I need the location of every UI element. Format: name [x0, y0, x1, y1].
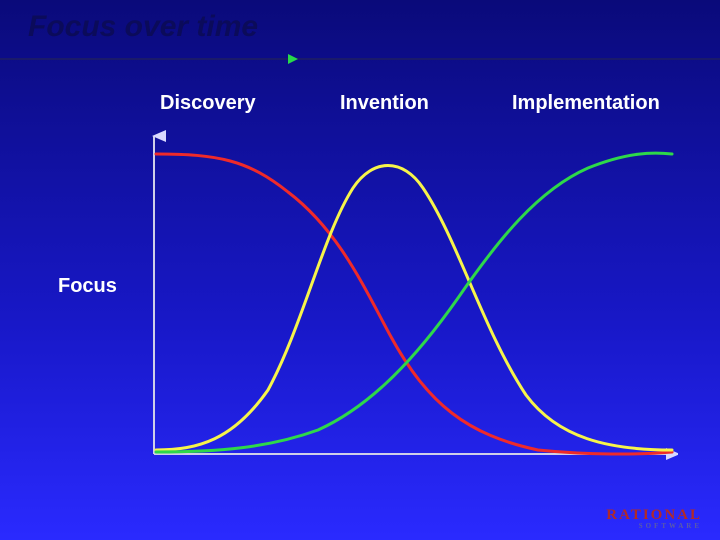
series-discovery	[156, 154, 672, 454]
category-invention: Invention	[340, 92, 429, 115]
series-invention	[156, 166, 672, 451]
y-axis-label: Focus	[58, 275, 117, 298]
slide: Focus over time Discovery Invention Impl…	[0, 0, 720, 540]
chart-area	[138, 130, 678, 470]
category-discovery: Discovery	[160, 92, 256, 115]
logo-sub: SOFTWARE	[606, 523, 702, 530]
focus-chart	[138, 130, 678, 470]
series-implementation	[156, 153, 672, 452]
title-rule-arrow-icon	[288, 54, 298, 64]
title-rule	[0, 58, 720, 60]
slide-title: Focus over time	[28, 10, 258, 44]
rational-logo: RATIONAL SOFTWARE	[606, 508, 702, 530]
category-implementation: Implementation	[512, 92, 660, 115]
logo-main: RATIONAL	[606, 507, 702, 523]
